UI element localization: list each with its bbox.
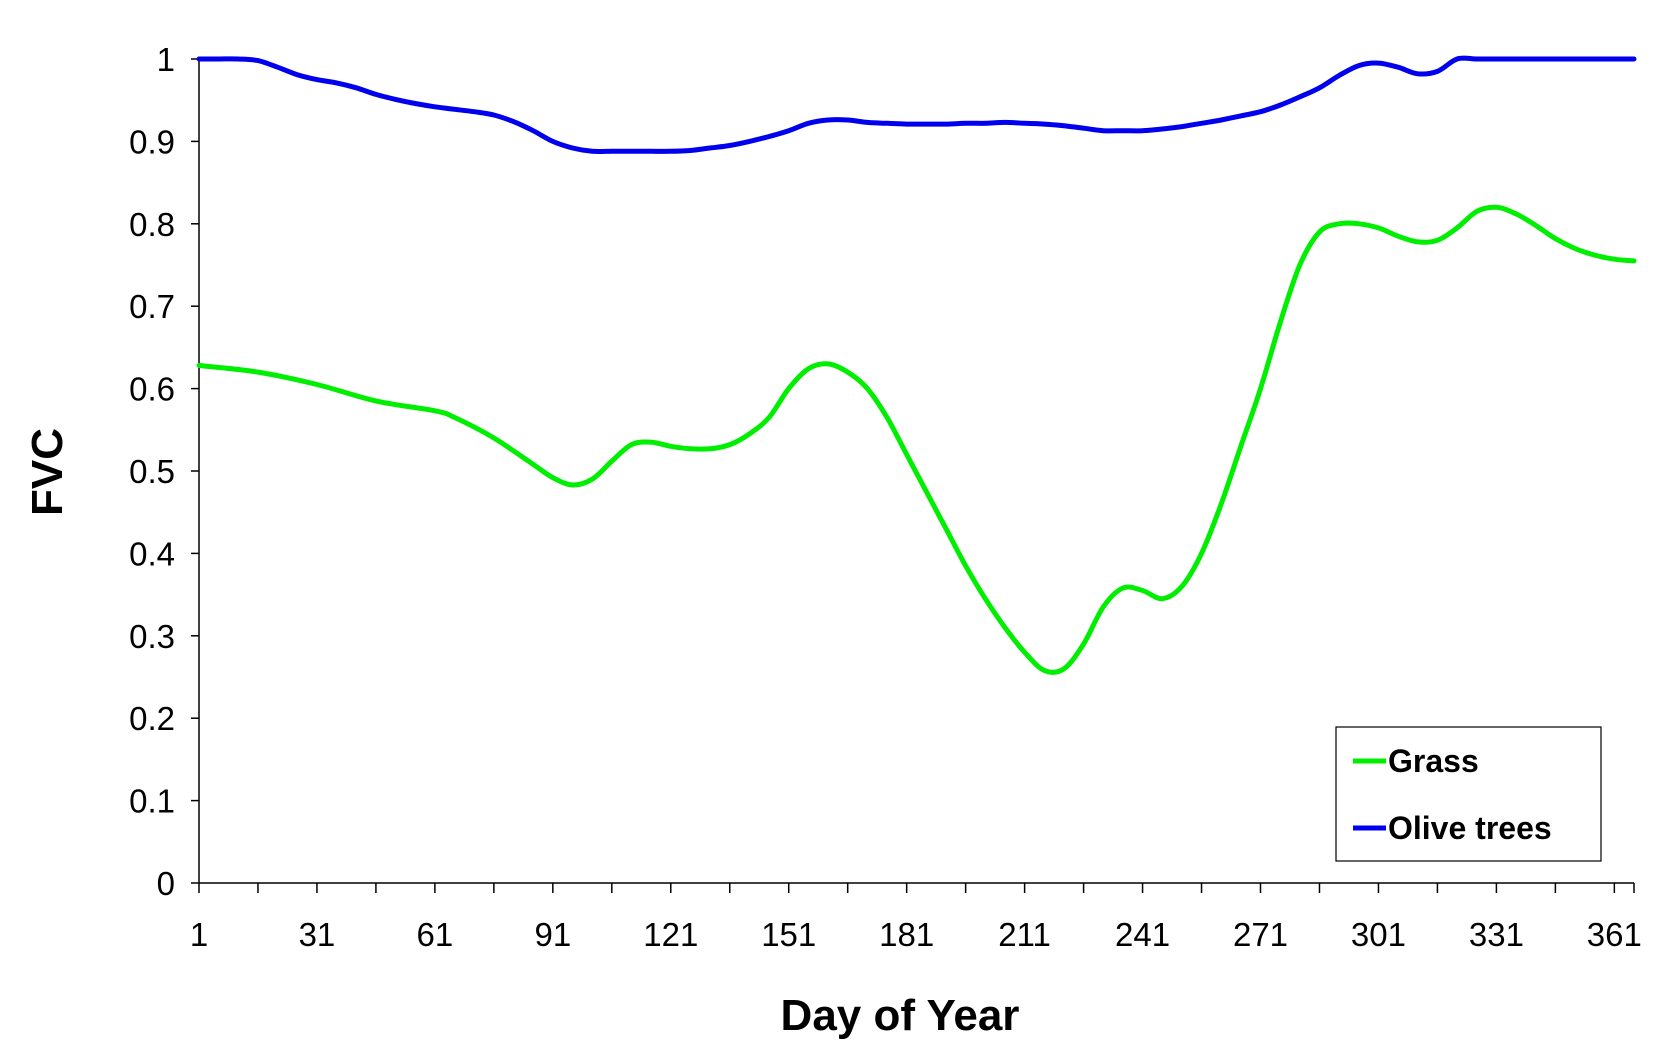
x-tick-label: 241 xyxy=(1115,916,1170,953)
x-tick-label: 61 xyxy=(417,916,454,953)
series-layer xyxy=(196,55,1637,675)
y-axis-ticks: 0 0.1 0.2 0.3 0.4 0.5 0.6 0.7 0.8 0.9 1 xyxy=(129,41,199,902)
y-axis-title: FVC xyxy=(23,428,72,516)
x-axis-title: Day of Year xyxy=(781,991,1020,1040)
series-line-grass xyxy=(196,204,1637,675)
x-tick-label: 91 xyxy=(534,916,571,953)
x-tick-label: 271 xyxy=(1233,916,1288,953)
legend-label-olive-trees: Olive trees xyxy=(1388,810,1552,846)
x-tick-label: 31 xyxy=(299,916,336,953)
x-tick-label: 181 xyxy=(879,916,934,953)
y-tick-label: 0.8 xyxy=(129,206,175,243)
x-tick-label: 301 xyxy=(1351,916,1406,953)
legend: Grass Olive trees xyxy=(1335,726,1602,862)
y-tick-label: 0 xyxy=(157,865,175,902)
x-tick-label: 211 xyxy=(998,916,1051,953)
legend-box xyxy=(1335,726,1602,862)
legend-label-grass: Grass xyxy=(1388,743,1479,779)
y-tick-label: 0.2 xyxy=(129,700,175,737)
y-tick-label: 0.1 xyxy=(129,783,175,820)
series-line-olive-trees xyxy=(196,55,1637,155)
y-tick-label: 0.9 xyxy=(129,123,175,160)
y-tick-label: 0.5 xyxy=(129,453,175,490)
x-tick-label: 361 xyxy=(1587,916,1642,953)
y-tick-label: 0.3 xyxy=(129,618,175,655)
x-axis-ticks: 1 31 61 91 121 151 181 211 241 271 301 331 361 xyxy=(190,883,1642,953)
x-tick-label: 121 xyxy=(643,916,698,953)
y-tick-label: 0.6 xyxy=(129,371,175,408)
x-tick-label: 331 xyxy=(1469,916,1524,953)
x-tick-label: 1 xyxy=(190,916,208,953)
y-tick-label: 1 xyxy=(157,41,175,78)
y-tick-label: 0.4 xyxy=(129,535,175,572)
y-tick-label: 0.7 xyxy=(129,288,175,325)
x-tick-label: 151 xyxy=(761,916,816,953)
